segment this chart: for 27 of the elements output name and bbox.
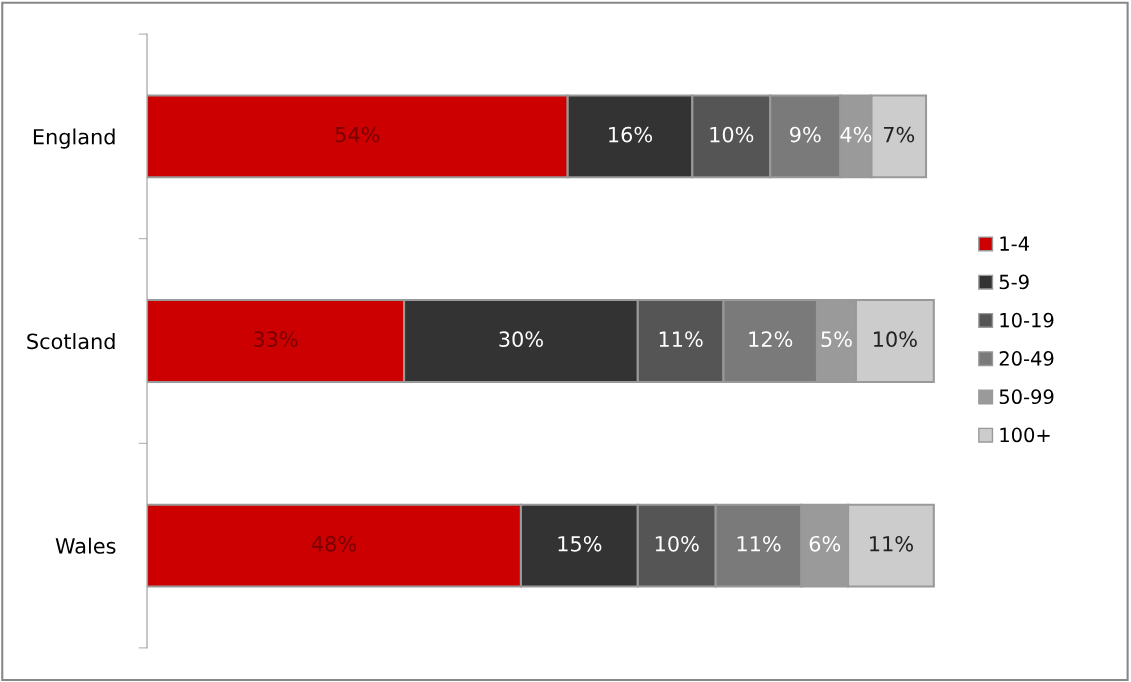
data-label: 4% (840, 126, 872, 143)
data-label: 9% (790, 126, 821, 143)
data-label: 11% (659, 331, 703, 348)
data-label: 10% (874, 331, 917, 348)
data-label: 10% (710, 126, 754, 143)
data-label: 11% (737, 535, 781, 552)
data-label: 5% (821, 331, 852, 348)
data-label: 7% (883, 126, 915, 143)
data-label: 30% (499, 331, 543, 348)
legend-label: 1-4 (1000, 236, 1029, 251)
data-label: 54% (335, 126, 380, 143)
data-label: 10% (655, 535, 699, 552)
data-label: 6% (809, 535, 841, 552)
data-label: 15% (558, 535, 602, 552)
legend-label: 20-49 (999, 351, 1054, 366)
y-tick-label: England (33, 128, 115, 149)
legend-label: 10-19 (1000, 312, 1054, 328)
data-label: 12% (749, 331, 793, 348)
legend-label: 100+ (1000, 427, 1050, 443)
data-label: 48% (311, 535, 356, 552)
data-label: 11% (870, 535, 913, 552)
legend-label: 5-9 (999, 274, 1029, 290)
data-label: 16% (609, 126, 653, 143)
y-tick-label: Scotland (27, 333, 115, 350)
y-tick-label: Wales (55, 537, 116, 554)
legend-label: 50-99 (999, 389, 1054, 405)
data-label: 33% (254, 331, 298, 348)
